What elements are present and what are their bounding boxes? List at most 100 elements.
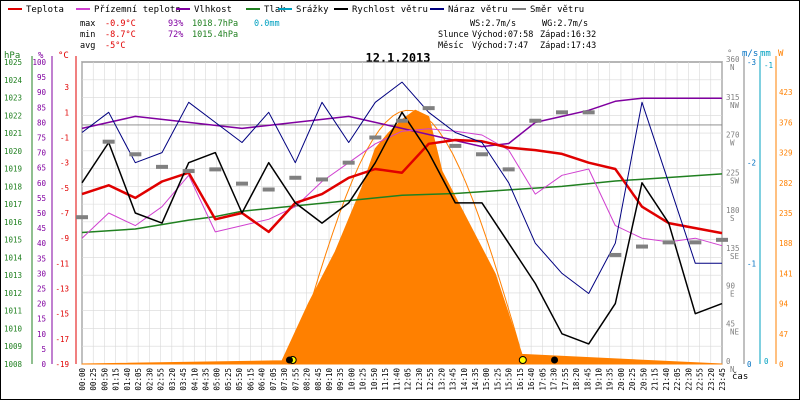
y-tick-hpa: 1022 [4,111,22,120]
axis-units: hPa % °C ° m/s mm W [4,49,784,61]
y-tick-temp: -1 [60,134,69,143]
wind-direction-mark [422,106,435,111]
y-tick-hpa: 1014 [4,253,23,262]
wind-direction-mark [369,135,382,140]
wind-direction-mark [236,181,248,186]
x-tick-label: 20:50 [639,368,648,391]
x-tick-label: 16:40 [527,368,536,391]
x-tick-label: 15:00 [482,368,491,391]
stats-block: max -0.9°C 93% 1018.7hPa 0.0mm min -8.7°… [80,19,596,51]
y-tick-hpa: 1023 [4,94,22,103]
wind-direction-mark [102,139,115,144]
legend-tlak: Tlak [264,5,286,15]
wind-direction-mark [316,177,328,182]
wind-direction-mark [342,160,355,165]
y-tick-wm2: 0 [779,360,784,369]
y-tick-pct: 95 [37,73,46,82]
x-tick-label: 08:20 [303,368,312,391]
y-tick-hpa: 1019 [4,165,22,174]
x-tick-label: 07:55 [291,368,300,391]
y-tick-pct: 90 [37,88,47,97]
x-tick-label: 19:10 [594,368,603,391]
x-tick-label: 12:55 [426,368,435,391]
x-tick-label: 11:40 [392,368,401,391]
x-tick-label: 19:35 [606,368,615,391]
x-tick-label: 10:00 [347,368,356,391]
x-tick-label: 09:35 [336,368,345,391]
y-tick-pct: 35 [37,254,46,263]
x-tick-label: 04:35 [202,368,211,391]
y-tick-dir-label: NW [730,101,740,110]
y-tick-pct: 100 [32,58,46,67]
y-tick-pct: 50 [37,209,47,218]
sun-set: Západ:16:32 [540,30,596,40]
x-tick-label: 22:05 [673,368,682,391]
y-tick-dir-label: SW [730,176,740,185]
y-tick-temp: 3 [64,83,69,92]
legend-vlhkost: Vlhkost [194,5,232,15]
y-tick-hpa: 1024 [4,76,23,85]
wind-direction-mark [156,164,168,169]
x-tick-label: 06:40 [258,368,267,391]
x-tick-label: 17:55 [561,368,570,391]
y-tick-hpa: 1021 [4,129,22,138]
moonset-marker [551,356,559,364]
y-tick-dir-label: S [730,214,735,223]
y-tick-pct: 60 [37,179,47,188]
x-tick-label: 06:15 [246,368,255,391]
y-tick-hpa: 1013 [4,271,22,280]
stat-max-label: max [80,19,95,29]
x-tick-label: 17:05 [538,368,547,391]
y-tick-pct: 0 [41,360,46,369]
series-radiation-area [81,109,723,365]
moon-rise: Východ:7:47 [472,41,528,51]
x-tick-label: 05:25 [224,368,233,391]
y-tick-ms: -3 [747,58,756,67]
y-tick-hpa: 1017 [4,200,22,209]
y-tick-wm2: 376 [779,118,793,127]
y-tick-dir-label: NE [730,327,740,336]
wind-direction-mark [396,118,408,123]
y-tick-hpa: 1025 [4,58,22,67]
wind-direction-mark [662,240,675,245]
x-tick-label: 16:15 [516,368,525,391]
legend-prizemni-teplota: Přízemní teplota [94,5,181,15]
wind-direction-mark [449,143,462,148]
wind-direction-mark [209,167,222,172]
stat-avg-label: avg [80,41,95,51]
x-tick-label: 15:25 [493,368,502,391]
wind-direction-mark [529,118,542,123]
wind-direction-mark [182,169,195,174]
y-tick-wm2: 282 [779,179,793,188]
plot-area: 1008100910101011101210131014101510161017… [4,55,793,391]
wind-direction-mark [76,215,88,220]
y-tick-pct: 40 [37,239,47,248]
y-tick-dir-label: SE [730,252,740,261]
sun-rise: Východ:07:58 [472,30,533,40]
x-tick-label: 22:30 [684,368,693,391]
y-tick-dir: 315 [726,93,740,102]
y-tick-pct: 75 [37,134,46,143]
x-tick-label: 02:55 [157,368,166,391]
y-tick-temp: -7 [60,209,69,218]
legend-srazky: Srážky [296,5,329,15]
wind-direction-mark [502,167,515,172]
moon-label: Měsíc [438,41,464,51]
y-tick-temp: -9 [60,234,69,243]
x-tick-label: 13:20 [437,368,446,391]
y-tick-temp: -19 [55,360,69,369]
wind-direction-mark [556,110,568,115]
y-tick-dir: 360 [726,55,740,64]
y-tick-dir: 90 [726,282,736,291]
y-tick-dir: 225 [726,168,740,177]
x-tick-label: 07:30 [280,368,289,391]
x-tick-label: 04:10 [190,368,199,391]
y-tick-dir: 270 [726,131,740,140]
wind-direction-mark [582,110,595,115]
x-tick-label: 23:20 [707,368,716,391]
y-tick-mm: -1 [764,61,773,70]
x-tick-label: 11:15 [381,368,390,391]
y-tick-ms: -2 [747,159,756,168]
x-tick-label: 20:25 [628,368,637,391]
